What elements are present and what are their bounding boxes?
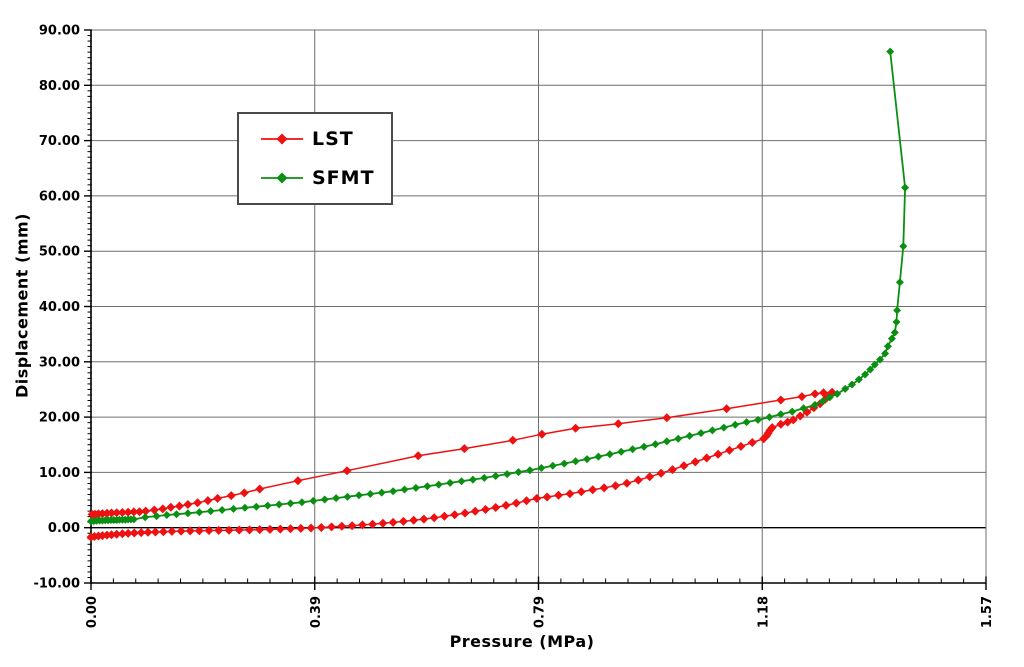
x-tick-label: 0.79 — [533, 596, 548, 628]
axis-ticks — [84, 29, 987, 590]
legend-item-sfmt: SFMT — [261, 167, 391, 189]
y-axis-title-text: Displacement (mm) — [12, 213, 32, 398]
legend-label-lst: LST — [312, 128, 354, 151]
x-tick-label: 1.57 — [980, 596, 995, 628]
y-tick-label: 50.00 — [39, 245, 80, 260]
series-LST-unloading-markers — [87, 387, 837, 519]
y-tick-label: -10.00 — [33, 577, 80, 592]
y-tick-labels: -10.00 0.00 10.00 20.00 30.00 40.00 50.00 60.00… — [33, 24, 80, 592]
x-axis-title: Pressure (MPa) — [449, 632, 595, 651]
y-tick-label: 0.00 — [48, 521, 80, 536]
x-tick-label: 0.39 — [309, 596, 324, 628]
series-SFMT-loading-markers — [87, 47, 910, 526]
series-SFMT-loading-line — [90, 51, 907, 523]
y-tick-label: 30.00 — [39, 355, 80, 370]
y-tick-label: 80.00 — [39, 79, 80, 94]
y-tick-label: 60.00 — [39, 189, 80, 204]
series-LST-loading-line — [90, 392, 833, 538]
lst-line-diamond-icon — [261, 133, 303, 145]
x-tick-label: 1.18 — [756, 596, 771, 628]
legend-label-sfmt: SFMT — [312, 166, 375, 189]
y-tick-label: 40.00 — [39, 300, 80, 315]
sfmt-line-diamond-icon — [261, 172, 303, 184]
y-tick-label: 90.00 — [39, 24, 80, 39]
legend-item-lst: LST — [261, 128, 391, 150]
x-tick-labels: 0.00 0.39 0.79 1.18 1.57 — [85, 596, 995, 628]
y-tick-label: 70.00 — [39, 134, 80, 149]
y-axis-title: Displacement (mm) — [13, 156, 32, 456]
y-tick-label: 20.00 — [39, 411, 80, 426]
series-SFMT — [87, 47, 910, 526]
legend: LST SFMT — [237, 112, 393, 205]
x-tick-label: 0.00 — [85, 596, 100, 628]
series-LST-loading-markers — [86, 388, 837, 542]
y-tick-label: 10.00 — [39, 466, 80, 481]
series-LST — [86, 387, 837, 542]
